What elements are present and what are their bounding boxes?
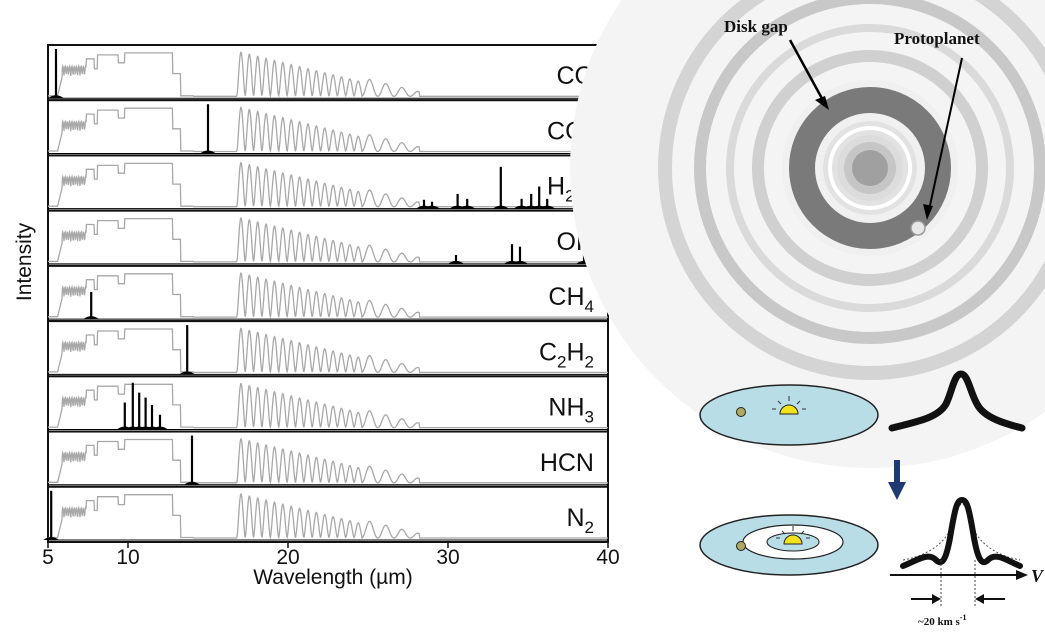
x-tick-label: 30 — [436, 546, 459, 569]
emission-base — [43, 537, 60, 540]
disk-gap-label: Disk gap — [724, 17, 788, 36]
protoplanet-blob — [910, 220, 926, 236]
line-profile-upper — [888, 370, 1026, 432]
molecule-label: N2 — [566, 504, 594, 537]
width-arrowhead-right — [975, 594, 984, 604]
emission-base — [48, 95, 64, 99]
x-tick-label: 5 — [42, 546, 54, 569]
emission-base — [512, 260, 528, 264]
spectrum-panel-7: NH3 — [47, 375, 609, 433]
emission-base — [200, 150, 216, 154]
spectrum-panel-2: CO2 — [47, 99, 609, 157]
planet-upper — [736, 407, 746, 417]
atmosphere-curve — [48, 51, 608, 98]
molecule-label: NH3 — [548, 394, 594, 427]
spectrum-panel-4: OH — [47, 209, 613, 267]
emission-base — [152, 426, 168, 430]
x-axis-title: Wavelength (µm) — [253, 566, 413, 589]
molecule-label: C2H2 — [539, 338, 594, 371]
molecule-label: HCN — [540, 449, 594, 477]
atmosphere-curve — [48, 327, 608, 375]
y-axis-title: Intensity — [13, 222, 36, 301]
velocity-width-label: ~20 km s-1 — [918, 613, 966, 628]
spectrum-panel-6: C2H2 — [47, 320, 609, 378]
atmosphere-curve — [48, 162, 608, 209]
atmosphere-curve — [48, 382, 608, 430]
emission-base — [184, 481, 200, 485]
spectrum-panel-5: CH4 — [47, 264, 609, 323]
star-lower — [776, 526, 810, 545]
emission-base — [539, 205, 556, 209]
disk-gap-arrowhead — [815, 96, 829, 110]
x-tick-label: 40 — [596, 546, 619, 569]
emission-base — [179, 371, 196, 375]
protoplanet-label: Protoplanet — [894, 29, 980, 48]
velocity-axis-arrowhead — [1016, 570, 1028, 580]
emission-base — [492, 205, 509, 209]
spectrum-panel-3: H2O — [47, 154, 609, 212]
spectrum-panel-8: HCN — [47, 430, 609, 488]
x-tick-label: 20 — [276, 546, 299, 569]
width-arrowhead-left — [932, 594, 941, 604]
disk-upper — [699, 384, 879, 446]
disk-image: Disk gap Protoplanet — [570, 0, 1045, 468]
spectra-panels: COCO2H2OOH CH4 C2H2 NH3 HCN N2 — [43, 44, 613, 543]
disk-gap-arrow — [788, 39, 827, 105]
line-profile-broad-dotted — [902, 503, 1021, 561]
protoplanet-arrow — [928, 57, 963, 211]
star-upper — [772, 396, 806, 415]
x-axis-ticks: 5 10 20 30 40 — [42, 542, 620, 569]
line-profile-lower — [900, 496, 1023, 569]
protoplanet-arrowhead — [923, 204, 933, 220]
x-tick-label: 10 — [116, 546, 139, 569]
planet-lower — [736, 541, 746, 551]
atmosphere-curve — [48, 493, 608, 540]
atmosphere-curve — [48, 438, 608, 485]
emission-base — [424, 205, 440, 209]
atmosphere-curve — [48, 272, 608, 319]
emission-base — [459, 205, 476, 209]
molecule-label: CH4 — [548, 283, 594, 316]
spectra-chart: COCO2H2OOH CH4 C2H2 NH3 HCN N2 5 10 20 30 40 Wave… — [13, 44, 620, 589]
spectrum-panel-9: N2 — [43, 485, 609, 543]
emission-base — [448, 260, 464, 264]
disk-schematics: V ~20 km s-1 — [699, 370, 1045, 628]
transition-arrow — [888, 460, 906, 500]
atmosphere-curve — [48, 106, 608, 154]
velocity-axis-label: V — [1031, 566, 1045, 586]
spectrum-panel-1: CO — [47, 44, 609, 102]
emission-base — [83, 316, 100, 320]
